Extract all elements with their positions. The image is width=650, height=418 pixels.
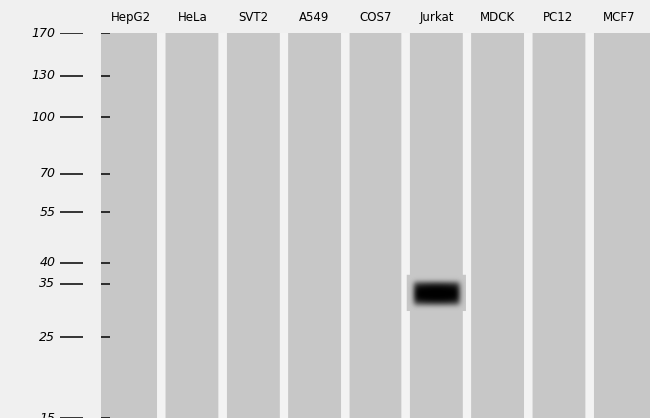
- Text: 35: 35: [40, 277, 55, 290]
- Text: 70: 70: [40, 168, 55, 181]
- Text: 15: 15: [40, 411, 55, 418]
- Text: 40: 40: [40, 256, 55, 269]
- Text: SVT2: SVT2: [239, 11, 268, 24]
- Text: HeLa: HeLa: [177, 11, 207, 24]
- Text: PC12: PC12: [543, 11, 573, 24]
- Text: 170: 170: [31, 27, 55, 40]
- Text: HepG2: HepG2: [111, 11, 151, 24]
- Text: 55: 55: [40, 206, 55, 219]
- Text: 25: 25: [40, 331, 55, 344]
- Text: MCF7: MCF7: [603, 11, 636, 24]
- Text: MDCK: MDCK: [480, 11, 515, 24]
- Text: 130: 130: [31, 69, 55, 82]
- Text: COS7: COS7: [359, 11, 391, 24]
- Text: 100: 100: [31, 111, 55, 124]
- Text: A549: A549: [299, 11, 330, 24]
- Text: Jurkat: Jurkat: [419, 11, 454, 24]
